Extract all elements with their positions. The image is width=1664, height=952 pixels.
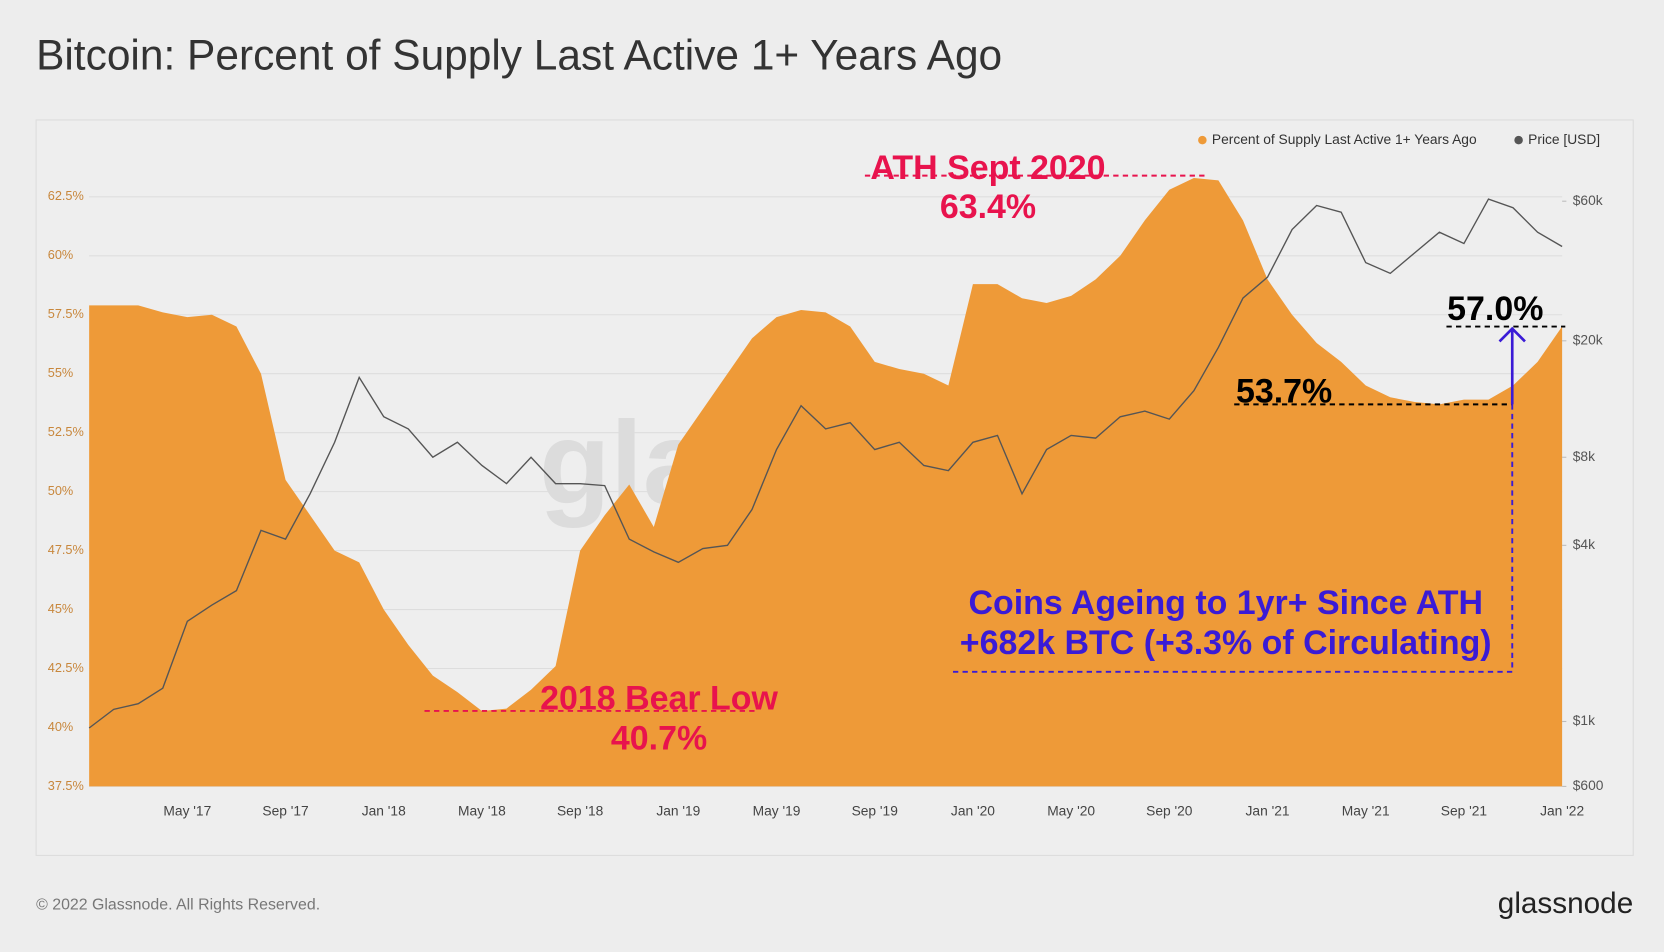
y-tick-label: 50% [48, 483, 73, 498]
y-tick-label: 52.5% [48, 424, 84, 439]
x-tick-label: Jan '20 [951, 804, 995, 819]
chart-title: Bitcoin: Percent of Supply Last Active 1… [36, 32, 1002, 79]
y-tick-label: 37.5% [48, 778, 84, 793]
y2-tick-label: $20k [1573, 332, 1603, 347]
x-tick-label: Jan '21 [1246, 804, 1290, 819]
legend-marker [1514, 135, 1523, 145]
y2-tick-label: $1k [1573, 713, 1595, 728]
x-tick-label: May '21 [1342, 804, 1390, 819]
y2-tick-label: $8k [1573, 449, 1595, 464]
annotation-label: +682k BTC (+3.3% of Circulating) [960, 624, 1492, 662]
brand-logo: glassnode [1498, 887, 1633, 920]
x-tick-label: Jan '22 [1540, 804, 1584, 819]
x-tick-label: Jan '18 [362, 804, 406, 819]
x-tick-label: Sep '17 [262, 804, 308, 819]
annotation-title: Coins Ageing to 1yr+ Since ATH [968, 584, 1482, 622]
annotation-label: 57.0% [1447, 290, 1543, 328]
y-tick-label: 62.5% [48, 188, 84, 203]
footer: © 2022 Glassnode. All Rights Reserved. [36, 896, 320, 913]
area [89, 177, 1563, 787]
y2-tick-label: $600 [1573, 778, 1604, 793]
x-tick-label: Sep '21 [1441, 804, 1487, 819]
y-tick-label: 42.5% [48, 660, 84, 675]
arrow-head [1498, 326, 1526, 343]
y-tick-label: 57.5% [48, 306, 84, 321]
y-tick-label: 60% [48, 247, 73, 262]
y-tick-label: 47.5% [48, 542, 84, 557]
x-tick-label: Jan '19 [656, 804, 700, 819]
legend-label: Price [USD] [1528, 132, 1600, 147]
x-tick-label: Sep '20 [1146, 804, 1193, 819]
annotation-label: 63.4% [940, 188, 1036, 226]
y-tick-label: 55% [48, 365, 73, 380]
x-tick-label: May '18 [458, 804, 506, 819]
x-tick-label: Sep '18 [557, 804, 604, 819]
legend-marker [1198, 135, 1207, 145]
x-tick-label: Sep '19 [852, 804, 899, 819]
y2-tick-label: $60k [1573, 193, 1603, 208]
price-line [88, 198, 1563, 729]
y-tick-label: 45% [48, 601, 73, 616]
y-tick-label: 40% [48, 719, 73, 734]
annotation-title: ATH Sept 2020 [870, 149, 1105, 187]
annotation-label: 40.7% [611, 720, 707, 758]
y2-tick-label: $4k [1573, 537, 1595, 552]
x-tick-label: May '17 [163, 804, 211, 819]
legend-label: Percent of Supply Last Active 1+ Years A… [1212, 132, 1477, 147]
plot: glassnode37.5%40%42.5%45%47.5%50%52.5%55… [48, 132, 1604, 819]
x-tick-label: May '19 [753, 804, 801, 819]
x-tick-label: May '20 [1047, 804, 1095, 819]
